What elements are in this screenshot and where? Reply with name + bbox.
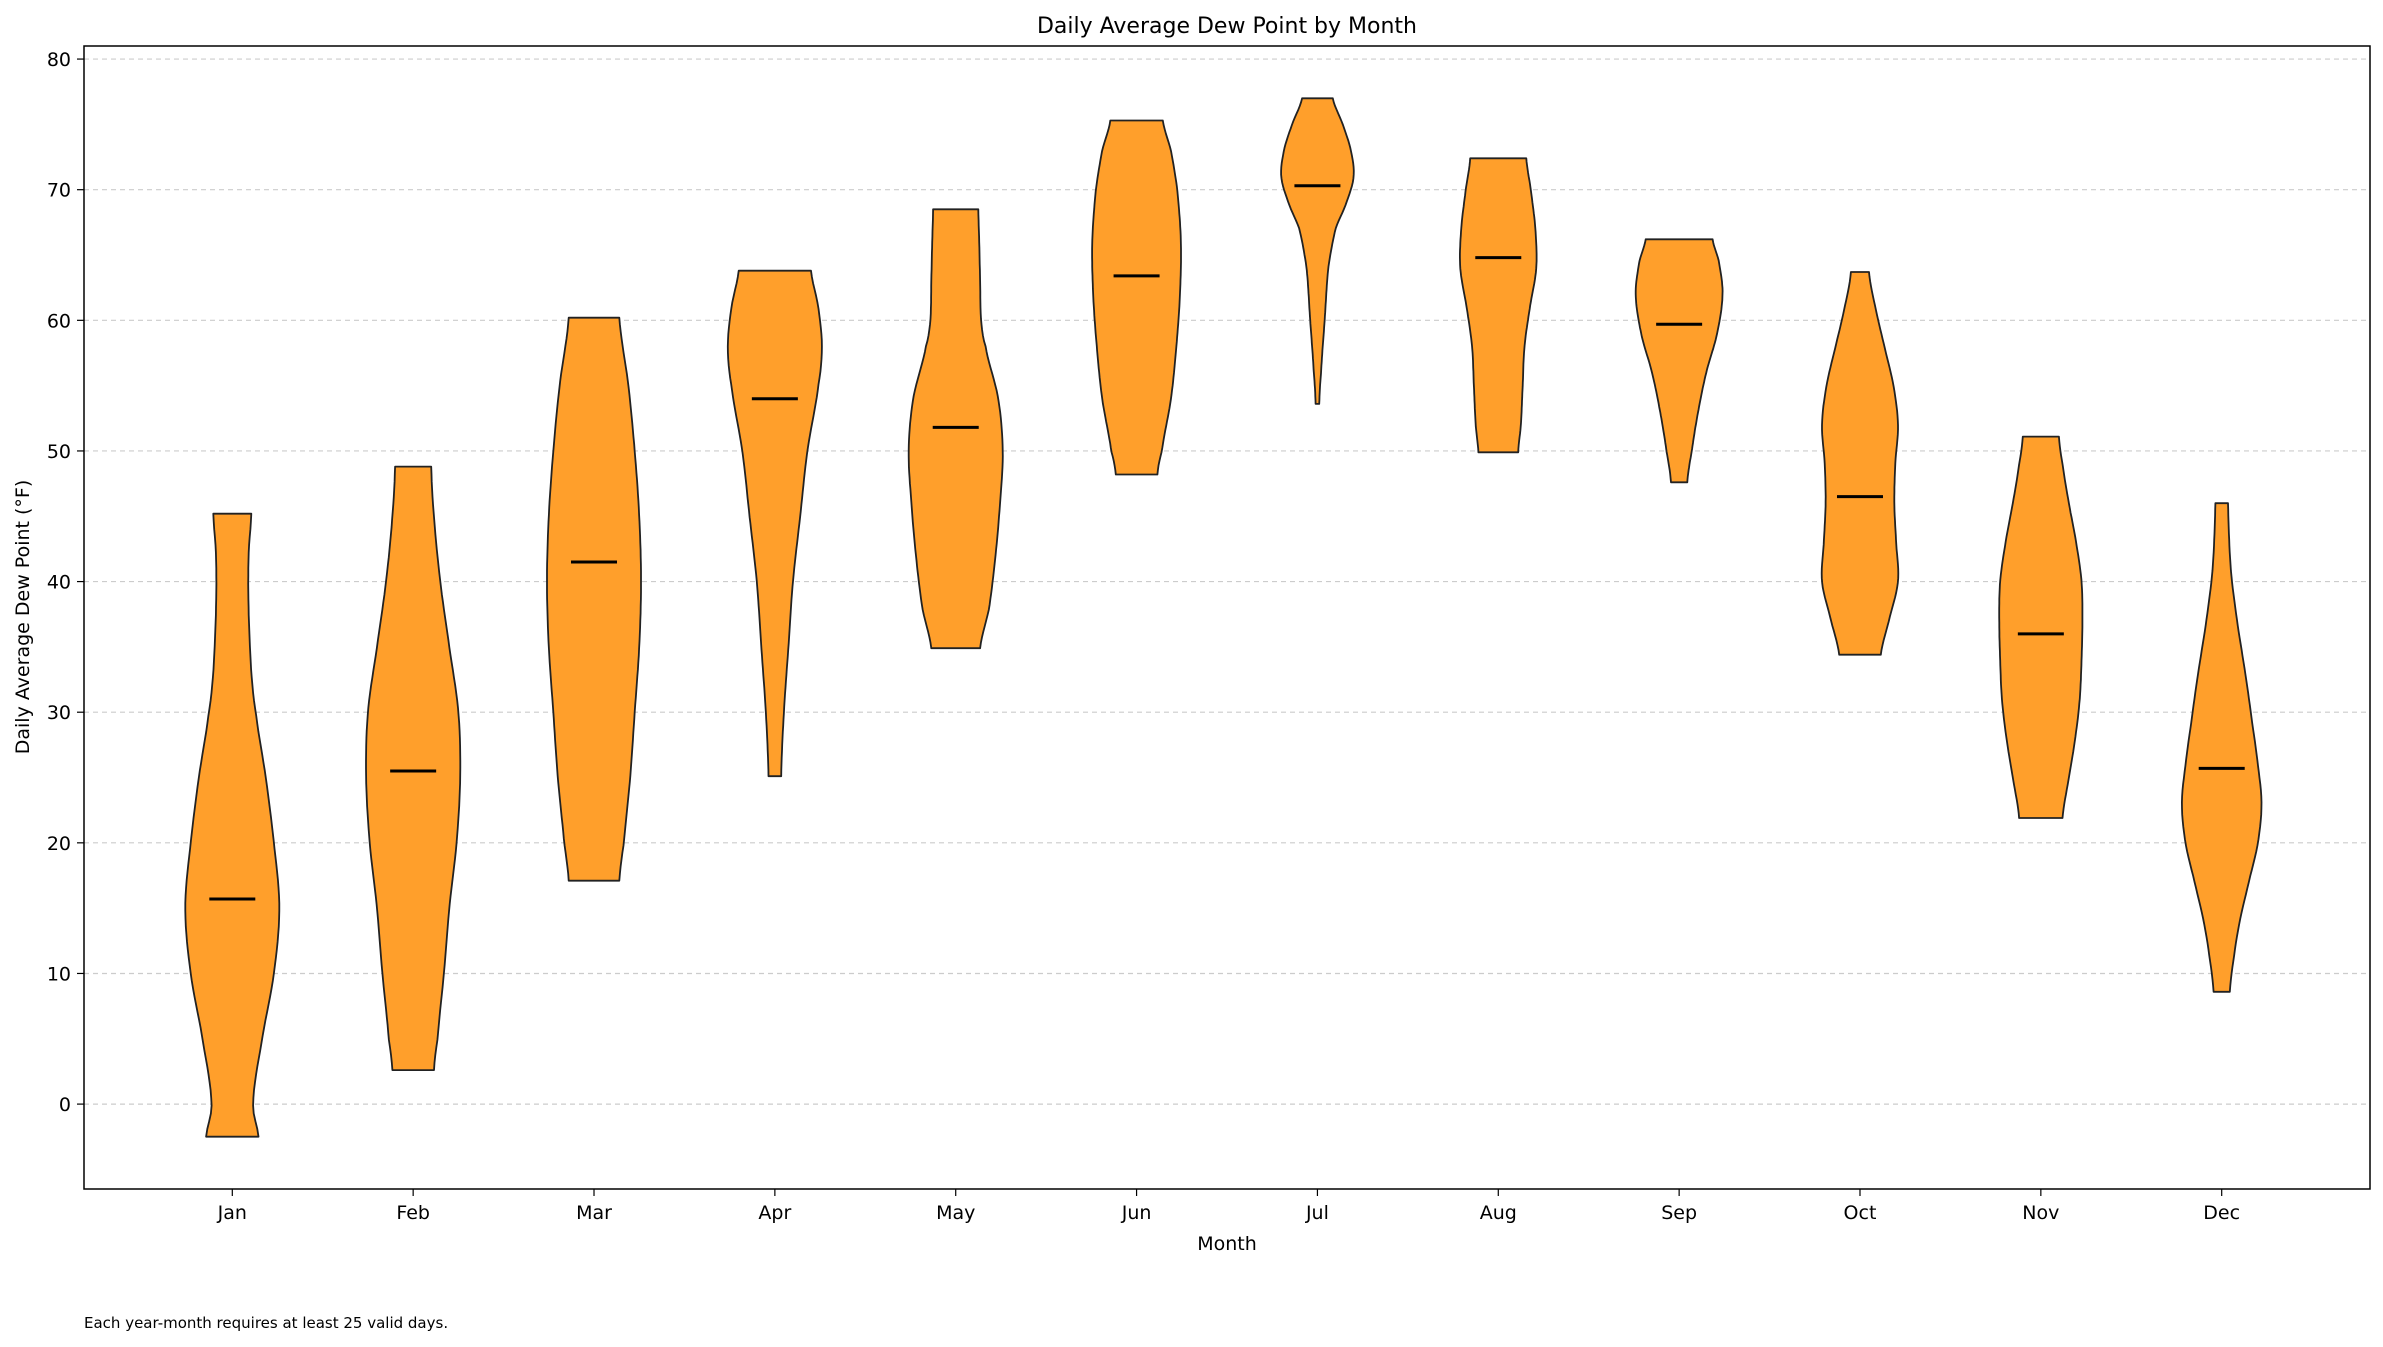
x-tick-label-jul: Jul — [1305, 1202, 1329, 1224]
violin-may — [907, 208, 1004, 650]
violin-body — [546, 316, 642, 882]
violin-body — [2181, 502, 2263, 993]
y-tick-label: 60 — [47, 310, 71, 332]
violin-body — [1459, 157, 1538, 454]
x-tick-label-nov: Nov — [2022, 1202, 2059, 1224]
x-tick-label-may: May — [936, 1202, 975, 1224]
violin-body — [1634, 238, 1724, 484]
violin-mar — [546, 316, 642, 882]
violin-oct — [1820, 271, 1900, 656]
chart-title: Daily Average Dew Point by Month — [1037, 14, 1417, 39]
violin-body — [726, 269, 823, 778]
y-tick-label: 70 — [47, 180, 71, 202]
y-axis-label: Daily Average Dew Point (°F) — [12, 480, 34, 755]
x-axis-label: Month — [1197, 1233, 1257, 1255]
y-tick-label: 30 — [47, 702, 71, 724]
y-tick-label: 50 — [47, 441, 71, 463]
violin-body — [1091, 119, 1182, 476]
x-tick-label-jan: Jan — [217, 1202, 247, 1224]
violin-apr — [726, 269, 823, 778]
violin-body — [1998, 435, 2084, 819]
x-tick-label-dec: Dec — [2203, 1202, 2240, 1224]
violin-jul — [1280, 97, 1355, 405]
violin-dec — [2181, 502, 2263, 993]
violin-nov — [1998, 435, 2084, 819]
y-tick-label: 80 — [47, 49, 71, 71]
violin-jan — [184, 512, 281, 1138]
violin-body — [1820, 271, 1900, 656]
grid-lines — [84, 58, 2370, 1105]
violin-body — [1280, 97, 1355, 405]
violin-sep — [1634, 238, 1724, 484]
y-tick-label: 0 — [59, 1094, 71, 1116]
violins — [184, 97, 2263, 1138]
violin-feb — [365, 465, 462, 1071]
violin-body — [365, 465, 462, 1071]
footnote: Each year-month requires at least 25 val… — [84, 1314, 449, 1332]
y-tick-label: 10 — [47, 963, 71, 985]
x-tick-label-feb: Feb — [396, 1202, 430, 1224]
y-tick-label: 20 — [47, 833, 71, 855]
violin-body — [184, 512, 281, 1138]
y-axis-ticks: 0 10 20 30 40 50 60 70 80 — [47, 49, 84, 1116]
x-tick-label-aug: Aug — [1480, 1202, 1517, 1224]
plot-area-frame — [83, 45, 2371, 1190]
violin-aug — [1459, 157, 1538, 454]
x-tick-label-apr: Apr — [758, 1202, 791, 1224]
x-tick-label-mar: Mar — [576, 1202, 612, 1224]
x-axis-ticks: Jan Feb Mar Apr May Jun Jul Aug Sep Oct Nov Dec — [217, 1189, 2240, 1224]
y-tick-label: 40 — [47, 572, 71, 594]
x-tick-label-jun: Jun — [1121, 1202, 1152, 1224]
x-tick-label-sep: Sep — [1661, 1202, 1697, 1224]
x-tick-label-oct: Oct — [1844, 1202, 1877, 1224]
violin-jun — [1091, 119, 1182, 476]
